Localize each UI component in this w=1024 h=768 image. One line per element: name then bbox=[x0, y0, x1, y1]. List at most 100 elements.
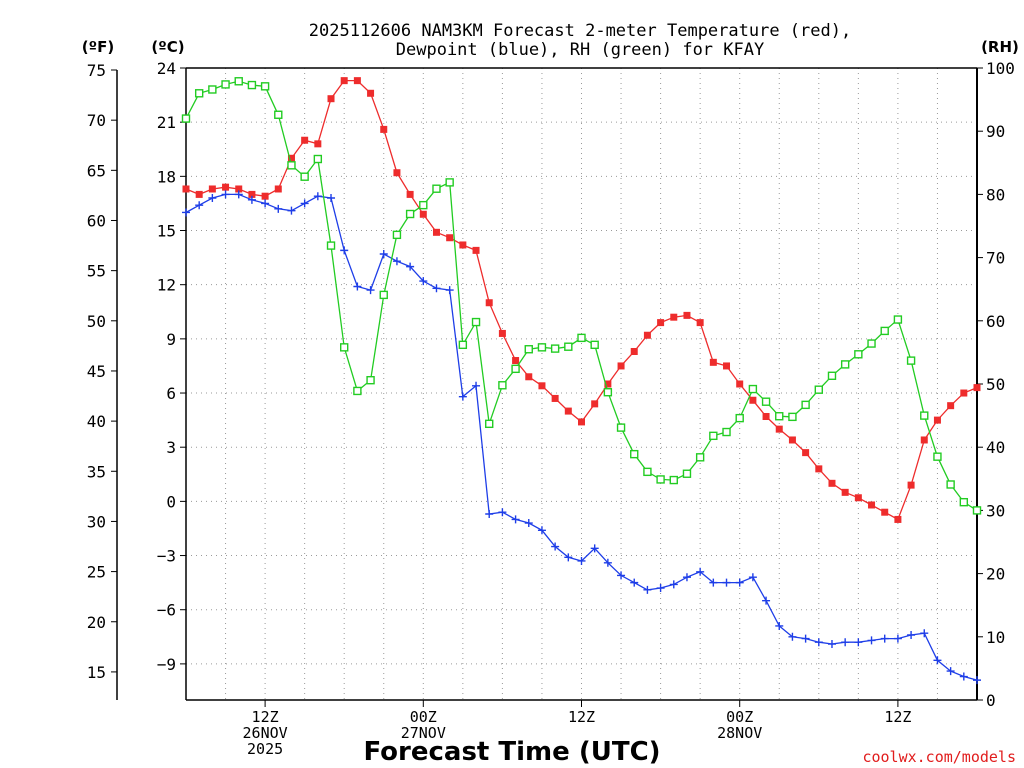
dewpoint-point bbox=[669, 580, 678, 589]
unit-label-celsius: (ºC) bbox=[151, 38, 184, 56]
rh-point bbox=[498, 381, 507, 390]
rh-point bbox=[840, 360, 850, 369]
temperature-point bbox=[591, 400, 599, 408]
axes bbox=[116, 67, 978, 701]
dewpoint-point bbox=[208, 194, 217, 203]
rh-point bbox=[326, 241, 336, 250]
x-axis-label: Forecast Time (UTC) bbox=[363, 737, 660, 767]
dewpoint-point bbox=[801, 634, 810, 643]
rh-tick-label: 80 bbox=[986, 185, 1005, 204]
fahrenheit-tick-label: 35 bbox=[87, 462, 106, 481]
dewpoint-point bbox=[419, 277, 428, 286]
rh-point bbox=[366, 376, 375, 385]
temperature-point bbox=[367, 89, 375, 97]
rh-point bbox=[656, 475, 665, 484]
temperature-point bbox=[894, 515, 902, 523]
temperature-point bbox=[841, 488, 849, 496]
dewpoint-point bbox=[590, 544, 599, 553]
rh-point bbox=[709, 431, 718, 441]
dewpoint-point bbox=[907, 630, 916, 639]
temperature-point bbox=[380, 125, 388, 133]
rh-point bbox=[854, 350, 863, 359]
temperature-point bbox=[617, 362, 625, 370]
rh-point bbox=[260, 82, 270, 91]
fahrenheit-tick-label: 15 bbox=[87, 663, 106, 682]
rh-point bbox=[920, 411, 929, 420]
grid-lines bbox=[186, 67, 977, 700]
dewpoint-point bbox=[656, 584, 665, 593]
rh-tick-label: 20 bbox=[986, 565, 1005, 584]
x-tick-label: 00Z bbox=[410, 708, 437, 726]
temperature-point bbox=[788, 436, 796, 444]
dewpoint-point bbox=[498, 508, 507, 517]
temperature-point bbox=[854, 494, 862, 502]
rh-tick-label: 70 bbox=[986, 249, 1005, 268]
dewpoint-point bbox=[775, 621, 784, 630]
rh-point bbox=[735, 413, 744, 423]
temperature-point bbox=[182, 185, 190, 193]
rh-point bbox=[537, 343, 547, 352]
rh-tick-label: 40 bbox=[986, 438, 1005, 457]
dewpoint-point bbox=[353, 282, 362, 291]
celsius-tick-label: −9 bbox=[157, 655, 176, 674]
rh-point bbox=[643, 467, 652, 477]
temperature-point bbox=[195, 190, 203, 198]
rh-point bbox=[392, 230, 402, 240]
temperature-point bbox=[340, 77, 348, 85]
rh-point bbox=[682, 469, 692, 478]
dewpoint-point bbox=[959, 672, 968, 681]
rh-point bbox=[906, 356, 916, 365]
rh-tick-label: 90 bbox=[986, 122, 1005, 141]
rh-point bbox=[827, 371, 837, 380]
dewpoint-point bbox=[735, 578, 744, 587]
celsius-tick-label: 24 bbox=[157, 59, 176, 78]
credit-text: coolwx.com/models bbox=[862, 748, 1016, 766]
dewpoint-point bbox=[696, 567, 705, 576]
celsius-tick-label: 12 bbox=[157, 276, 176, 295]
dewpoint-point bbox=[709, 578, 718, 587]
dewpoint-point bbox=[946, 667, 955, 676]
temperature-point bbox=[393, 169, 401, 177]
celsius-tick-label: 21 bbox=[157, 113, 176, 132]
celsius-tick-label: 15 bbox=[157, 222, 176, 241]
rh-point bbox=[814, 385, 823, 394]
temperature-point bbox=[432, 228, 440, 236]
dewpoint-point bbox=[313, 192, 322, 201]
rh-point bbox=[590, 340, 599, 350]
dewpoint-point bbox=[682, 573, 691, 582]
dewpoint-point bbox=[287, 206, 296, 215]
temperature-point bbox=[235, 185, 243, 193]
temperature-point bbox=[248, 190, 256, 198]
temperature-point bbox=[802, 449, 810, 457]
dewpoint-point bbox=[854, 638, 863, 647]
rh-point bbox=[748, 384, 758, 394]
fahrenheit-tick-label: 70 bbox=[87, 111, 106, 130]
temperature-point bbox=[696, 319, 704, 327]
temperature-point bbox=[301, 136, 309, 144]
temperature-point bbox=[459, 241, 467, 249]
dewpoint-point bbox=[564, 553, 573, 562]
x-tick-label: 2025 bbox=[247, 740, 283, 758]
fahrenheit-tick-label: 30 bbox=[87, 512, 106, 531]
celsius-tick-label: −3 bbox=[157, 547, 176, 566]
rh-tick-label: 10 bbox=[986, 628, 1005, 647]
rh-point bbox=[353, 386, 362, 396]
celsius-tick-label: 6 bbox=[166, 384, 176, 403]
temperature-point bbox=[314, 140, 322, 148]
dewpoint-point bbox=[920, 629, 929, 638]
temperature-point bbox=[657, 319, 665, 327]
dewpoint-point bbox=[195, 201, 204, 210]
dewpoint-line bbox=[185, 193, 978, 681]
fahrenheit-tick-label: 65 bbox=[87, 161, 106, 180]
dewpoint-point bbox=[867, 636, 876, 645]
rh-point bbox=[340, 343, 349, 352]
dewpoint-point bbox=[485, 510, 494, 519]
temperature-point bbox=[643, 331, 651, 339]
dewpoint-point bbox=[406, 262, 415, 271]
temperature-point bbox=[578, 418, 585, 426]
temperature-point bbox=[604, 380, 612, 388]
series-layer bbox=[181, 77, 982, 685]
temperature-point bbox=[406, 190, 414, 198]
rh-point bbox=[458, 340, 468, 350]
